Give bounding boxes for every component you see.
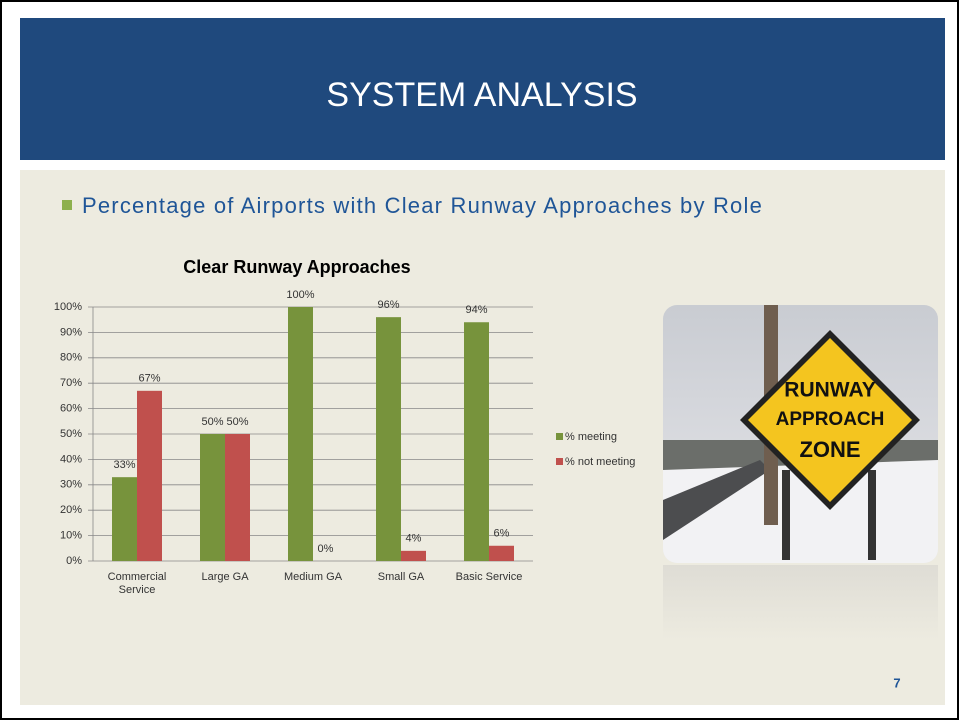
legend-swatch	[556, 458, 563, 465]
value-label: 94%	[465, 304, 487, 316]
bar	[401, 550, 426, 561]
bar	[288, 307, 313, 561]
legend-swatch	[556, 433, 563, 440]
x-tick-label: Commercial Service	[107, 571, 167, 596]
legend-label: % meeting	[565, 431, 617, 443]
y-tick-label: 70%	[60, 377, 82, 389]
value-label: 33%	[113, 459, 135, 471]
value-label: 100%	[286, 289, 314, 301]
bar	[137, 390, 162, 561]
x-tick-label: Large GA	[201, 571, 249, 583]
value-label: 96%	[377, 299, 399, 311]
sign-text: ZONE	[799, 437, 860, 462]
y-tick-label: 20%	[60, 504, 82, 516]
y-tick-label: 80%	[60, 352, 82, 364]
y-tick-label: 10%	[60, 530, 82, 542]
bar	[376, 317, 401, 561]
photo: RUNWAY APPROACH ZONE	[663, 305, 938, 563]
slide-title: SYSTEM ANALYSIS	[326, 76, 637, 114]
y-tick-label: 90%	[60, 326, 82, 338]
header-band	[20, 18, 945, 160]
y-tick-label: 60%	[60, 403, 82, 415]
x-tick-label: Medium GA	[283, 571, 343, 583]
x-tick-label: Basic Service	[455, 571, 523, 583]
sign-text: RUNWAY	[784, 379, 875, 402]
sign-text: APPROACH	[776, 409, 885, 430]
bar	[112, 477, 137, 561]
bullet-marker	[62, 200, 72, 210]
value-label: 0%	[318, 543, 334, 555]
legend-label: % not meeting	[565, 456, 635, 468]
bar	[464, 322, 489, 561]
bar	[225, 434, 250, 561]
y-tick-label: 0%	[66, 555, 82, 567]
page-number: 7	[893, 675, 900, 690]
bullet-text: Percentage of Airports with Clear Runway…	[82, 193, 763, 218]
x-tick-label: Small GA	[377, 571, 425, 583]
chart-title: Clear Runway Approaches	[183, 257, 410, 277]
value-label: 67%	[138, 373, 160, 385]
value-label: 50%	[201, 416, 223, 428]
y-tick-label: 50%	[60, 428, 82, 440]
photo-reflection	[663, 565, 938, 640]
bar	[200, 434, 225, 561]
value-label: 6%	[494, 528, 510, 540]
y-tick-label: 30%	[60, 479, 82, 491]
value-label: 4%	[406, 533, 422, 545]
bar	[489, 545, 514, 561]
y-tick-label: 100%	[54, 301, 82, 313]
value-label: 50%	[226, 416, 248, 428]
y-tick-label: 40%	[60, 453, 82, 465]
